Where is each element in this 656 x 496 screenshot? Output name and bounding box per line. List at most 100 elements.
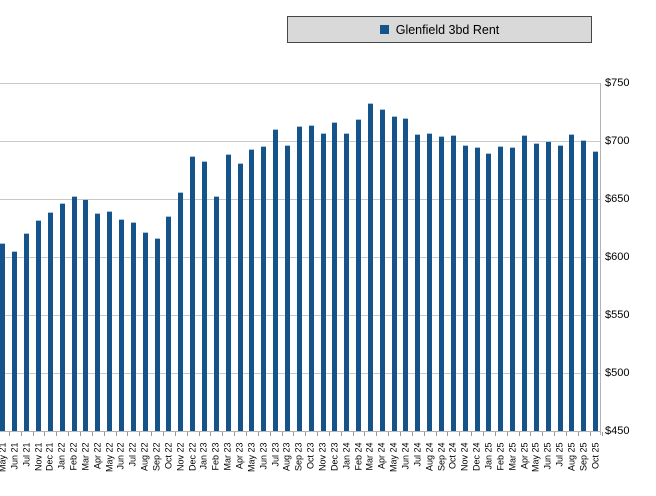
x-axis-tick — [471, 432, 473, 436]
bar-jan-25[interactable] — [486, 152, 492, 431]
bar-sep-22[interactable] — [154, 238, 160, 431]
x-tick-label: Nov 22 — [175, 442, 186, 472]
x-axis-tick — [483, 432, 484, 436]
x-axis-tick — [601, 432, 603, 436]
x-tick-label: Jul 23 — [270, 442, 280, 467]
bar-jan-23[interactable] — [201, 160, 207, 431]
bar-aug-22[interactable] — [142, 231, 148, 431]
x-tick-label: May 24 — [388, 442, 399, 473]
x-axis-tick — [506, 432, 508, 436]
bar-nov-24[interactable] — [462, 144, 468, 431]
bar-sep-25[interactable] — [581, 139, 587, 431]
legend-series-marker-icon — [379, 25, 389, 34]
bar-may-22[interactable] — [107, 210, 113, 431]
bar-sep-23[interactable] — [296, 125, 302, 431]
x-tick-label: May 23 — [246, 442, 257, 473]
bar-oct-22[interactable] — [166, 216, 172, 431]
bar-may-24[interactable] — [391, 115, 397, 431]
x-tick-label: Apr 24 — [376, 442, 387, 470]
x-tick-label: Oct 23 — [305, 442, 316, 470]
x-axis-tick — [103, 432, 105, 436]
bar-oct-24[interactable] — [450, 135, 456, 431]
bar-apr-23[interactable] — [237, 163, 243, 431]
x-tick-label: May 21 — [0, 442, 8, 473]
bar-feb-24[interactable] — [356, 119, 361, 431]
x-axis-tick — [281, 432, 283, 436]
x-axis-tick — [210, 432, 212, 436]
bar-mar-24[interactable] — [367, 102, 373, 431]
x-axis-tick — [388, 432, 390, 436]
bar-may-23[interactable] — [249, 149, 255, 431]
bar-feb-22[interactable] — [71, 195, 77, 431]
bar-mar-23[interactable] — [225, 153, 231, 431]
bar-jul-22[interactable] — [130, 222, 136, 431]
bar-apr-24[interactable] — [379, 108, 385, 431]
x-tick-label: Sep 23 — [293, 442, 304, 472]
y-tick-label: $700 — [605, 135, 630, 147]
x-axis-tick — [566, 432, 567, 436]
x-axis-tick — [32, 432, 34, 436]
x-tick-label: Mar 22 — [80, 442, 91, 471]
bar-jan-22[interactable] — [59, 202, 65, 431]
gridline — [0, 83, 600, 84]
bar-aug-24[interactable] — [427, 132, 433, 431]
bar-mar-25[interactable] — [510, 146, 516, 431]
y-tick-label: $650 — [605, 193, 630, 205]
bar-nov-23[interactable] — [320, 132, 326, 431]
bar-apr-22[interactable] — [95, 212, 101, 431]
bar-sep-24[interactable] — [439, 136, 444, 431]
bar-jun-23[interactable] — [261, 145, 267, 431]
x-axis-tick — [411, 432, 413, 436]
x-axis-tick — [340, 432, 342, 436]
bar-mar-22[interactable] — [83, 199, 89, 431]
x-axis-tick — [44, 432, 46, 436]
bar-may-21[interactable] — [0, 243, 6, 431]
x-axis-tick — [352, 432, 354, 436]
bar-oct-25[interactable] — [593, 151, 599, 431]
x-axis-tick — [328, 432, 330, 436]
y-tick-label: $550 — [605, 309, 630, 321]
bar-may-25[interactable] — [533, 143, 539, 431]
x-axis-tick — [447, 432, 449, 436]
bar-jan-24[interactable] — [344, 132, 350, 431]
x-tick-label: Oct 22 — [163, 442, 174, 470]
chart-legend[interactable]: Glenfield 3bd Rent — [287, 16, 592, 43]
bar-jul-24[interactable] — [415, 134, 421, 431]
bar-jun-21[interactable] — [12, 251, 18, 431]
x-tick-label: Jun 21 — [9, 442, 20, 470]
bar-jun-22[interactable] — [118, 218, 124, 431]
bar-dec-24[interactable] — [474, 146, 480, 431]
bar-apr-25[interactable] — [522, 135, 527, 431]
bar-jul-23[interactable] — [273, 129, 278, 431]
bar-jul-25[interactable] — [557, 144, 563, 431]
x-axis-tick — [269, 432, 271, 436]
x-axis-tick — [542, 432, 544, 436]
bar-feb-23[interactable] — [213, 195, 219, 431]
x-tick-label: Sep 25 — [578, 442, 589, 472]
bar-nov-21[interactable] — [36, 219, 41, 431]
x-tick-label: Jan 23 — [198, 442, 209, 470]
bar-aug-23[interactable] — [284, 144, 290, 431]
bar-jun-24[interactable] — [403, 117, 409, 431]
x-tick-label: Jan 25 — [483, 442, 494, 470]
bar-dec-23[interactable] — [332, 122, 338, 431]
x-axis-tick — [20, 432, 22, 436]
bar-dec-21[interactable] — [47, 211, 53, 431]
bar-feb-25[interactable] — [498, 145, 504, 431]
bar-dec-22[interactable] — [190, 156, 196, 431]
bar-nov-22[interactable] — [178, 192, 184, 431]
x-axis-line — [0, 431, 601, 432]
x-axis-tick — [198, 432, 200, 436]
x-tick-label: Feb 23 — [210, 442, 221, 471]
bar-oct-23[interactable] — [308, 124, 314, 431]
x-tick-label: Jan 22 — [56, 442, 67, 470]
bar-aug-25[interactable] — [569, 134, 575, 431]
bar-jul-21[interactable] — [24, 232, 30, 431]
bar-jun-25[interactable] — [545, 141, 551, 431]
x-axis-tick — [530, 432, 532, 436]
x-axis-tick — [293, 432, 295, 436]
x-axis-tick — [317, 432, 318, 436]
x-tick-label: Jun 24 — [400, 442, 411, 470]
